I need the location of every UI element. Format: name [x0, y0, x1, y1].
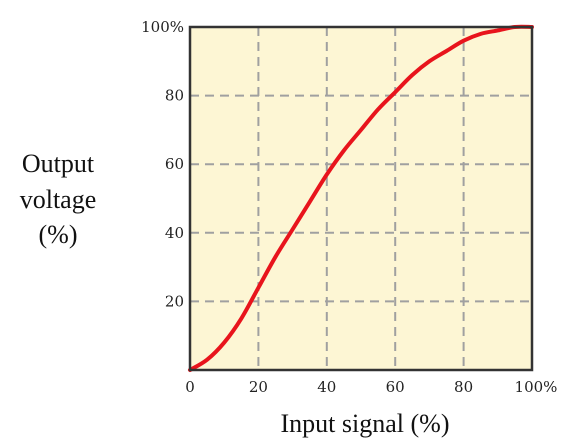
- y-axis-title: Output voltage (%): [20, 149, 97, 249]
- grid: [190, 27, 532, 370]
- series-line: [188, 24, 534, 372]
- x-tick-label: 60: [386, 378, 405, 396]
- y-axis-title-line: (%): [39, 220, 78, 249]
- x-axis-ticks: 0 20 40 60 80 100%: [185, 378, 557, 396]
- x-tick-label: 40: [317, 378, 336, 396]
- x-tick-label: 0: [185, 378, 195, 396]
- x-axis-title: Input signal (%): [281, 409, 450, 438]
- y-axis-title-line: Output: [22, 149, 95, 178]
- y-axis-ticks: 20 40 60 80 100%: [141, 18, 184, 310]
- y-tick-label: 20: [165, 292, 184, 310]
- plot-frame: [188, 25, 534, 372]
- plot-area: [190, 27, 532, 370]
- y-tick-label: 60: [165, 155, 184, 173]
- y-tick-label: 40: [165, 224, 184, 242]
- y-tick-label: 80: [165, 87, 184, 105]
- x-tick-label: 20: [249, 378, 268, 396]
- y-axis-title-line: voltage: [20, 185, 97, 214]
- x-tick-label: 80: [454, 378, 473, 396]
- x-tick-label: 100%: [515, 378, 558, 396]
- y-tick-label: 100%: [141, 18, 184, 36]
